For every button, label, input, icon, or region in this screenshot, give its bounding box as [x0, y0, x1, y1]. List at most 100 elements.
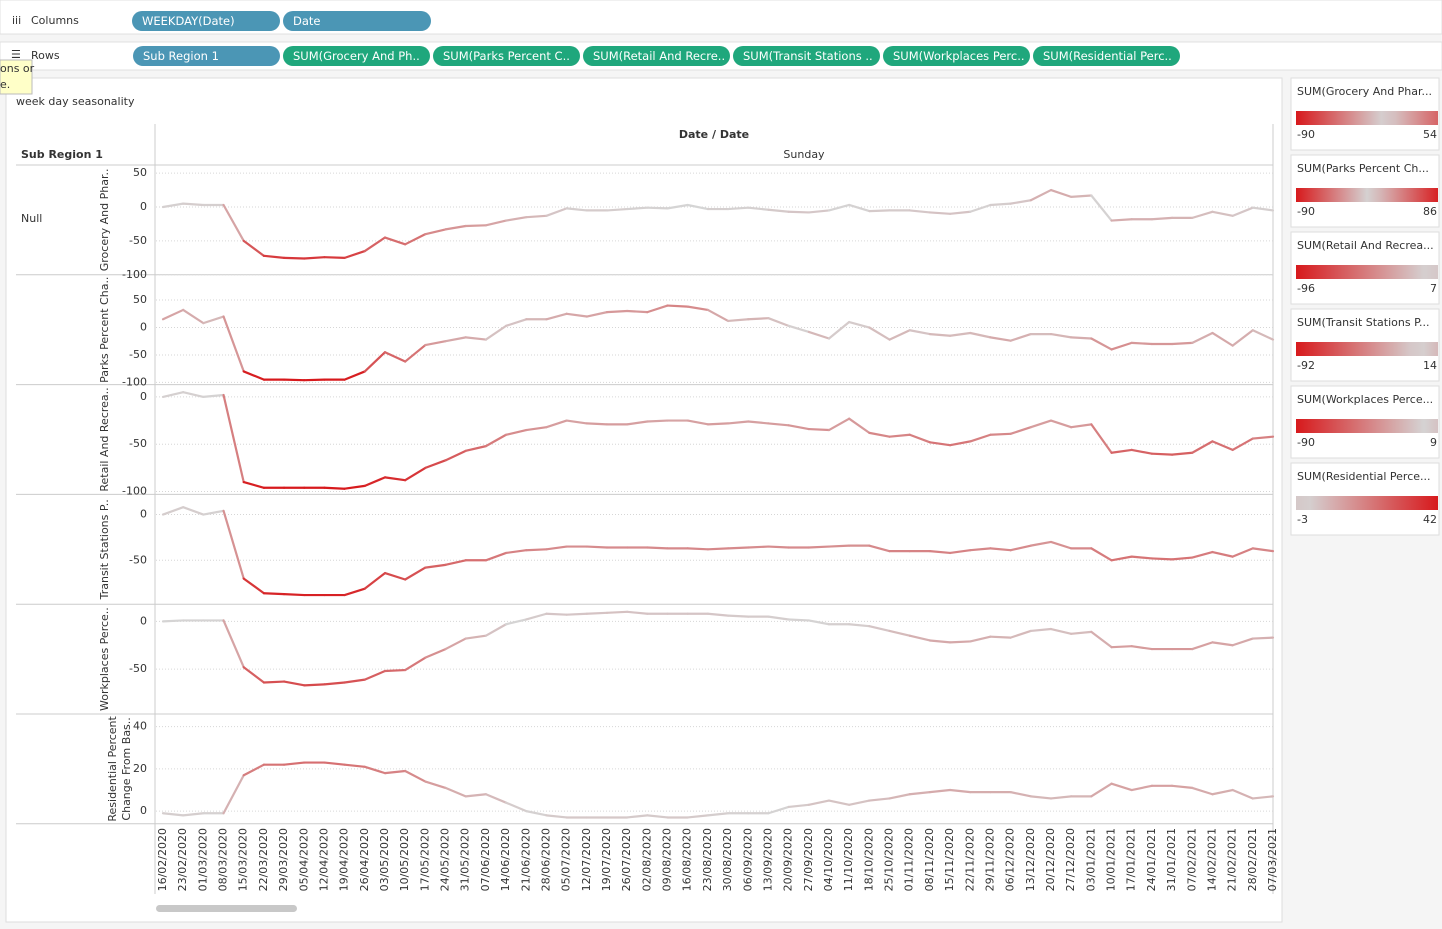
line-segment: [484, 793, 508, 804]
pill[interactable]: Sub Region 1: [133, 46, 280, 66]
line-segment: [989, 432, 1012, 436]
x-tick-label: 15/03/2020: [237, 828, 250, 891]
line-segment: [1191, 331, 1214, 344]
row-label: Grocery And Phar..: [98, 169, 111, 272]
line-segment: [1049, 332, 1073, 339]
pill[interactable]: SUM(Parks Percent C..: [433, 46, 580, 66]
line-segment: [182, 391, 205, 399]
y-tick-label: -50: [129, 553, 147, 566]
pill[interactable]: SUM(Retail And Recre..: [583, 46, 730, 66]
y-tick-label: 0: [140, 321, 147, 334]
y-tick-label: -50: [129, 234, 147, 247]
line-segment: [888, 433, 911, 438]
line-segment: [726, 614, 750, 618]
line-segment: [1049, 540, 1073, 550]
legend-ramp: [1296, 419, 1438, 433]
line-segment: [787, 803, 810, 809]
legend-ramp: [1296, 265, 1438, 279]
line-segment: [747, 420, 770, 425]
x-tick-label: 21/06/2020: [519, 828, 532, 891]
line-segment: [848, 623, 871, 628]
line-segment: [182, 506, 205, 516]
line-segment: [1029, 188, 1053, 202]
legend-max: 86: [1423, 205, 1437, 218]
line-segment: [323, 486, 346, 490]
line-segment: [1170, 556, 1194, 561]
rows-icon: ☰: [11, 48, 21, 61]
x-tick-label: 16/02/2020: [156, 828, 169, 891]
x-tick-label: 10/05/2020: [398, 828, 411, 891]
x-tick-label: 06/09/2020: [741, 828, 754, 891]
x-tick-label: 25/10/2020: [883, 828, 896, 891]
line-segment: [242, 480, 266, 489]
pill-bg: [433, 46, 580, 66]
line-segment: [1130, 645, 1154, 651]
line-segment: [969, 331, 992, 339]
pill-label: Date: [293, 14, 321, 28]
line-segment: [222, 774, 245, 815]
x-tick-label: 01/03/2020: [196, 828, 209, 891]
line-segment: [504, 618, 528, 626]
y-tick-label: 50: [133, 293, 147, 306]
line-segment: [626, 309, 649, 314]
line-segment: [908, 209, 932, 214]
line-segment: [182, 202, 205, 207]
x-tick-label: 13/12/2020: [1024, 828, 1037, 891]
line-segment: [1150, 452, 1174, 456]
legend-min: -90: [1297, 205, 1315, 218]
x-tick-label: 07/03/2021: [1266, 828, 1279, 891]
line-segment: [626, 420, 649, 426]
legend-title: SUM(Grocery And Phar...: [1297, 85, 1432, 98]
line-segment: [787, 424, 810, 431]
line-segment: [343, 763, 366, 768]
line-segment: [848, 417, 871, 434]
line-segment: [363, 571, 387, 590]
pill[interactable]: SUM(Transit Stations ..: [733, 46, 880, 66]
line-segment: [747, 206, 770, 211]
pill[interactable]: WEEKDAY(Date): [132, 11, 280, 31]
y-tick-label: -100: [122, 268, 147, 281]
line-segment: [948, 788, 972, 794]
pill-label: SUM(Grocery And Ph..: [293, 49, 420, 63]
line-segment: [767, 317, 790, 327]
line-segment: [908, 329, 932, 336]
line-segment: [1211, 641, 1234, 647]
line-segment: [989, 202, 1012, 207]
line-segment: [969, 203, 992, 213]
line-segment: [444, 637, 467, 651]
scrollbar[interactable]: [156, 905, 297, 912]
line-segment: [161, 308, 185, 321]
x-tick-label: 12/07/2020: [580, 828, 593, 891]
pill[interactable]: SUM(Grocery And Ph..: [283, 46, 430, 66]
x-tick-label: 29/03/2020: [277, 828, 290, 891]
row-label: Residential Percent: [106, 715, 119, 821]
line-segment: [1251, 206, 1275, 212]
pill[interactable]: Date: [283, 11, 431, 31]
y-tick-label: -100: [122, 375, 147, 388]
legend-max: 9: [1430, 436, 1437, 449]
line-segment: [605, 309, 629, 314]
pill[interactable]: SUM(Workplaces Perc..: [883, 46, 1030, 66]
x-tick-label: 07/06/2020: [479, 828, 492, 891]
x-tick-label: 22/11/2020: [963, 828, 976, 891]
tooltip-text: e.: [0, 78, 10, 91]
line-segment: [1090, 782, 1113, 798]
line-segment: [1150, 216, 1174, 221]
x-tick-label: 24/01/2021: [1145, 828, 1158, 891]
x-tick-label: 09/08/2020: [661, 828, 674, 891]
line-segment: [525, 612, 548, 621]
pill-bg: [132, 11, 280, 31]
pill-label: SUM(Residential Perc..: [1043, 49, 1172, 63]
line-segment: [262, 680, 286, 684]
line-segment: [888, 329, 911, 341]
line-segment: [444, 449, 467, 462]
line-segment: [222, 509, 245, 580]
pill[interactable]: SUM(Residential Perc..: [1033, 46, 1180, 66]
line-segment: [424, 340, 447, 347]
line-segment: [1070, 336, 1093, 340]
x-tick-label: 24/05/2020: [439, 828, 452, 891]
line-segment: [1029, 627, 1053, 633]
line-segment: [282, 680, 306, 687]
line-segment: [848, 799, 871, 806]
line-segment: [1130, 341, 1154, 346]
